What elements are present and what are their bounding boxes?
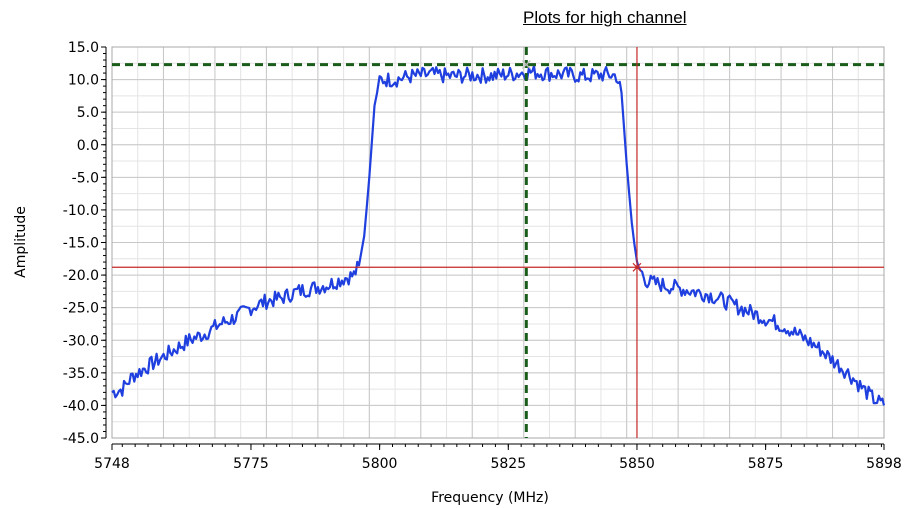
y-tick-label: 15.0 xyxy=(68,40,99,56)
y-axis-label: Amplitude xyxy=(13,206,29,278)
y-tick-label: 5.0 xyxy=(77,105,99,121)
y-tick-label: 0.0 xyxy=(77,138,99,154)
plot-frame xyxy=(111,46,885,439)
y-tick-label: -45.0 xyxy=(63,431,99,447)
page-title: Plots for high channel xyxy=(523,8,687,27)
y-tick-label: 10.0 xyxy=(68,73,99,89)
x-tick-label: 5800 xyxy=(362,456,398,472)
y-tick-label: -40.0 xyxy=(63,398,99,414)
marker-cross xyxy=(521,60,531,70)
axes xyxy=(101,46,885,450)
y-tick-label: -25.0 xyxy=(63,301,99,317)
series-layer xyxy=(111,64,886,406)
y-tick-label: -35.0 xyxy=(63,366,99,382)
series-line xyxy=(111,64,886,406)
y-tick-label: -10.0 xyxy=(63,203,99,219)
markers-layer xyxy=(112,47,884,438)
x-tick-label: 5748 xyxy=(94,456,130,472)
x-tick-label: 5825 xyxy=(490,456,526,472)
y-tick-label: -5.0 xyxy=(72,170,99,186)
y-tick-label: -15.0 xyxy=(63,236,99,252)
marker-cross xyxy=(632,262,642,272)
y-tick-label: -30.0 xyxy=(63,333,99,349)
y-tick-label: -20.0 xyxy=(63,268,99,284)
x-tick-label: 5898 xyxy=(866,456,902,472)
x-tick-label: 5775 xyxy=(233,456,269,472)
x-tick-label: 5850 xyxy=(619,456,655,472)
tick-labels: 15.0 10.0 5.0 0.0 -5.0 -10.0 -15.0 -20.0 -25.0 -3… xyxy=(63,40,902,472)
x-tick-label: 5875 xyxy=(748,456,784,472)
x-axis-label: Frequency (MHz) xyxy=(431,490,549,506)
